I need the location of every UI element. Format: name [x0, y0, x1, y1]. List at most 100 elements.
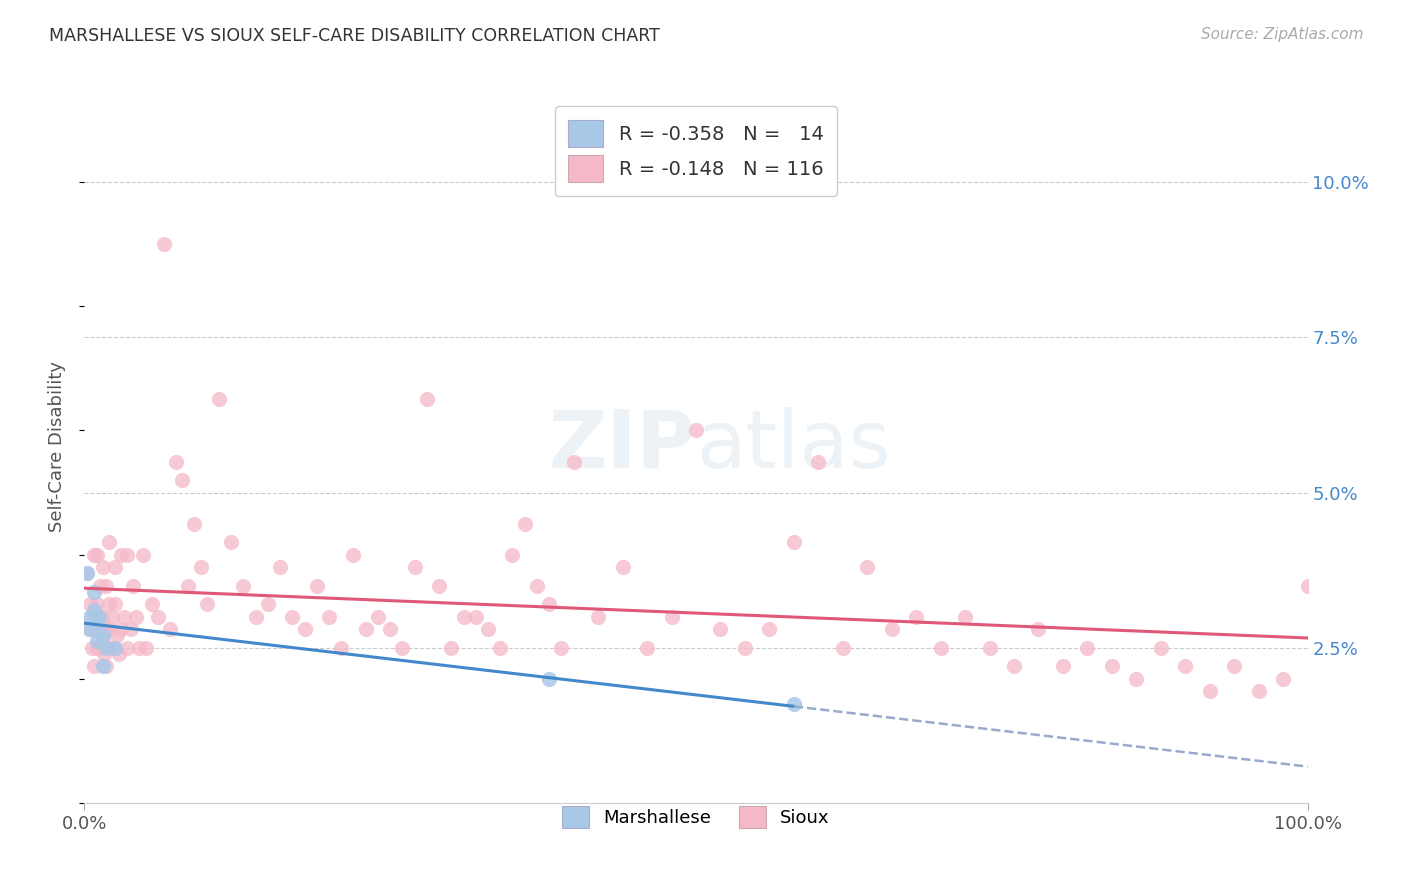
Text: atlas: atlas	[696, 407, 890, 485]
Point	[734, 640, 756, 655]
Point	[905, 609, 928, 624]
Point	[125, 609, 148, 624]
Point	[93, 647, 115, 661]
Point	[165, 454, 187, 468]
Point	[172, 473, 194, 487]
Point	[96, 659, 118, 673]
Point	[1150, 640, 1173, 655]
Point	[112, 609, 135, 624]
Point	[856, 560, 879, 574]
Point	[391, 640, 413, 655]
Point	[281, 609, 304, 624]
Point	[513, 516, 536, 531]
Point	[177, 579, 200, 593]
Point	[305, 579, 328, 593]
Point	[1076, 640, 1098, 655]
Point	[83, 659, 105, 673]
Point	[104, 560, 127, 574]
Point	[94, 622, 117, 636]
Point	[526, 579, 548, 593]
Point	[1223, 659, 1246, 673]
Point	[132, 548, 155, 562]
Point	[100, 640, 122, 655]
Point	[84, 622, 107, 636]
Point	[1174, 659, 1197, 673]
Point	[87, 609, 110, 624]
Point	[91, 609, 114, 624]
Point	[105, 628, 128, 642]
Text: Source: ZipAtlas.com: Source: ZipAtlas.com	[1201, 27, 1364, 42]
Point	[159, 622, 181, 636]
Point	[77, 622, 100, 636]
Point	[1247, 684, 1270, 698]
Point	[342, 548, 364, 562]
Point	[190, 560, 212, 574]
Point	[709, 622, 731, 636]
Point	[120, 622, 142, 636]
Point	[135, 640, 157, 655]
Point	[80, 640, 103, 655]
Point	[783, 697, 806, 711]
Point	[104, 597, 127, 611]
Point	[404, 560, 426, 574]
Point	[89, 579, 111, 593]
Point	[87, 609, 110, 624]
Point	[110, 548, 132, 562]
Point	[550, 640, 572, 655]
Point	[183, 516, 205, 531]
Point	[538, 672, 561, 686]
Point	[257, 597, 280, 611]
Y-axis label: Self-Care Disability: Self-Care Disability	[48, 360, 66, 532]
Point	[91, 560, 114, 574]
Point	[76, 566, 98, 581]
Point	[1101, 659, 1123, 673]
Point	[91, 634, 114, 648]
Point	[104, 640, 127, 655]
Point	[758, 622, 780, 636]
Point	[96, 640, 118, 655]
Point	[636, 640, 658, 655]
Point	[880, 622, 903, 636]
Point	[330, 640, 353, 655]
Point	[440, 640, 463, 655]
Point	[294, 622, 316, 636]
Point	[219, 535, 242, 549]
Point	[367, 609, 389, 624]
Point	[1198, 684, 1220, 698]
Point	[76, 566, 98, 581]
Point	[1125, 672, 1147, 686]
Point	[97, 535, 120, 549]
Point	[91, 659, 114, 673]
Point	[464, 609, 486, 624]
Point	[104, 640, 127, 655]
Point	[115, 640, 138, 655]
Point	[146, 609, 169, 624]
Point	[1028, 622, 1050, 636]
Point	[586, 609, 609, 624]
Point	[89, 640, 111, 655]
Text: MARSHALLESE VS SIOUX SELF-CARE DISABILITY CORRELATION CHART: MARSHALLESE VS SIOUX SELF-CARE DISABILIT…	[49, 27, 659, 45]
Point	[115, 548, 138, 562]
Point	[1052, 659, 1074, 673]
Point	[86, 634, 108, 648]
Point	[79, 597, 101, 611]
Point	[110, 622, 132, 636]
Point	[96, 579, 118, 593]
Point	[82, 609, 104, 624]
Point	[1002, 659, 1025, 673]
Point	[831, 640, 853, 655]
Point	[953, 609, 976, 624]
Point	[477, 622, 499, 636]
Point	[427, 579, 450, 593]
Point	[128, 640, 150, 655]
Point	[380, 622, 402, 636]
Point	[83, 548, 105, 562]
Point	[195, 597, 218, 611]
Point	[91, 628, 114, 642]
Point	[141, 597, 163, 611]
Text: ZIP: ZIP	[548, 407, 696, 485]
Point	[807, 454, 830, 468]
Point	[538, 597, 561, 611]
Point	[612, 560, 634, 574]
Point	[502, 548, 524, 562]
